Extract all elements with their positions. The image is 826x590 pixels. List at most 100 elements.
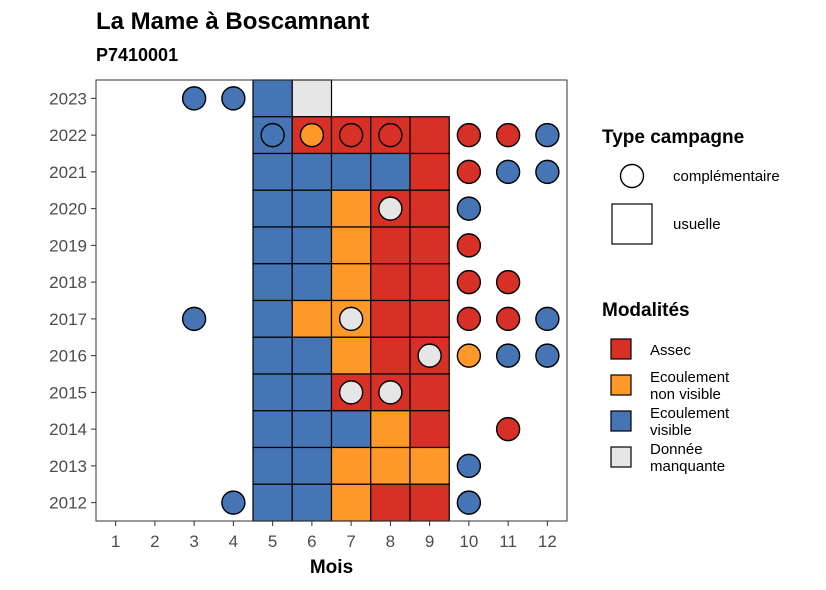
legend-swatch-E bbox=[610, 374, 632, 396]
point-2017-11 bbox=[495, 306, 521, 332]
tile-2018-9 bbox=[409, 263, 450, 302]
chart-subtitle: P7410001 bbox=[96, 45, 179, 65]
y-tick-label: 2023 bbox=[49, 89, 87, 108]
point-2016-12 bbox=[535, 343, 560, 368]
point-2020-8 bbox=[378, 196, 403, 221]
legend-label-V: Ecoulement bbox=[650, 405, 730, 422]
tile-2018-6 bbox=[291, 263, 333, 302]
tile-2015-6 bbox=[291, 373, 333, 412]
tile-2014-7 bbox=[330, 410, 372, 449]
tile-2023-5 bbox=[252, 79, 293, 118]
chart-title: La Mame à Boscamnant bbox=[96, 8, 370, 35]
y-tick-label: 2014 bbox=[49, 420, 87, 439]
tile-2014-5 bbox=[252, 410, 293, 449]
point-2014-11 bbox=[495, 416, 521, 442]
plot-panel-border bbox=[95, 79, 568, 522]
point-2022-5 bbox=[260, 122, 285, 148]
point-2022-12 bbox=[535, 122, 560, 148]
tile-2019-5 bbox=[252, 226, 293, 265]
point-2022-10 bbox=[456, 122, 482, 148]
point-2022-8 bbox=[378, 122, 403, 148]
legend-label-complementaire: complémentaire bbox=[673, 168, 780, 185]
legend-swatch-M bbox=[610, 446, 632, 468]
point-2017-12 bbox=[535, 306, 560, 332]
point-2012-4 bbox=[221, 490, 246, 515]
tile-2016-8 bbox=[370, 336, 411, 375]
point-2015-7 bbox=[338, 380, 364, 405]
legend-label-V: visible bbox=[650, 422, 692, 439]
x-tick-label: 12 bbox=[538, 532, 557, 551]
legend-type-campagne-title: Type campagne bbox=[602, 127, 744, 148]
tile-2018-5 bbox=[252, 263, 293, 302]
tile-2014-9 bbox=[409, 410, 450, 449]
legend-swatch-V bbox=[610, 410, 632, 432]
points-layer bbox=[181, 86, 560, 515]
y-tick-label: 2022 bbox=[49, 126, 87, 145]
legend-label-E: Ecoulement bbox=[650, 369, 730, 386]
tile-2021-9 bbox=[409, 152, 450, 191]
tile-2015-5 bbox=[252, 373, 293, 412]
x-axis-title: Mois bbox=[310, 557, 353, 578]
tile-2012-9 bbox=[409, 483, 450, 522]
tile-2012-6 bbox=[291, 483, 333, 522]
x-tick-label: 10 bbox=[459, 532, 478, 551]
tile-2023-6 bbox=[291, 79, 333, 118]
legend-label-M: Donnée bbox=[650, 441, 703, 458]
tile-2017-9 bbox=[409, 299, 450, 338]
tile-2016-5 bbox=[252, 336, 293, 375]
tile-2021-5 bbox=[252, 152, 293, 191]
y-tick-label: 2018 bbox=[49, 273, 87, 292]
tile-2013-8 bbox=[370, 446, 411, 485]
x-tick-label: 6 bbox=[307, 532, 316, 551]
y-tick-label: 2015 bbox=[49, 383, 87, 402]
point-2018-11 bbox=[495, 269, 521, 295]
x-tick-label: 9 bbox=[425, 532, 434, 551]
tile-2021-7 bbox=[330, 152, 372, 191]
point-2017-3 bbox=[181, 306, 207, 332]
legend-swatch-A bbox=[610, 338, 632, 360]
tile-2014-6 bbox=[291, 410, 333, 449]
point-2021-11 bbox=[495, 159, 521, 185]
legend-square-key bbox=[611, 203, 653, 245]
tile-2022-9 bbox=[409, 116, 450, 155]
y-tick-label: 2020 bbox=[49, 200, 87, 219]
x-tick-label: 5 bbox=[268, 532, 277, 551]
point-2019-10 bbox=[456, 233, 482, 258]
y-tick-label: 2021 bbox=[49, 163, 87, 182]
tile-2021-6 bbox=[291, 152, 333, 191]
tile-2018-8 bbox=[370, 263, 411, 302]
point-2021-12 bbox=[535, 159, 560, 185]
point-2013-10 bbox=[456, 453, 482, 479]
tile-2017-6 bbox=[291, 299, 333, 338]
point-2023-3 bbox=[181, 86, 207, 111]
x-tick-label: 3 bbox=[189, 532, 198, 551]
y-tick-label: 2017 bbox=[49, 310, 87, 329]
y-tick-label: 2016 bbox=[49, 347, 87, 366]
x-tick-label: 4 bbox=[229, 532, 238, 551]
tile-2012-8 bbox=[370, 483, 411, 522]
point-2021-10 bbox=[456, 159, 482, 185]
point-2015-8 bbox=[378, 380, 403, 405]
point-2020-10 bbox=[456, 196, 482, 221]
point-2017-10 bbox=[456, 306, 482, 332]
x-tick-label: 8 bbox=[386, 532, 395, 551]
tile-2020-6 bbox=[291, 189, 333, 228]
legend-label-E: non visible bbox=[650, 386, 721, 403]
tile-2016-6 bbox=[291, 336, 333, 375]
point-2012-10 bbox=[456, 490, 482, 515]
point-2022-6 bbox=[299, 122, 325, 148]
tile-2018-7 bbox=[330, 263, 372, 302]
point-2017-7 bbox=[338, 306, 364, 332]
tile-2019-8 bbox=[370, 226, 411, 265]
legend-type-campagne: Type campagne complémentaire usuelle bbox=[602, 127, 780, 245]
y-tick-label: 2019 bbox=[49, 236, 87, 255]
tile-2019-7 bbox=[330, 226, 372, 265]
tile-2014-8 bbox=[370, 410, 411, 449]
tile-2012-5 bbox=[252, 483, 293, 522]
legend-modalites-title: Modalités bbox=[602, 300, 690, 321]
point-2016-9 bbox=[417, 343, 442, 368]
y-tick-label: 2013 bbox=[49, 457, 87, 476]
tile-2017-8 bbox=[370, 299, 411, 338]
